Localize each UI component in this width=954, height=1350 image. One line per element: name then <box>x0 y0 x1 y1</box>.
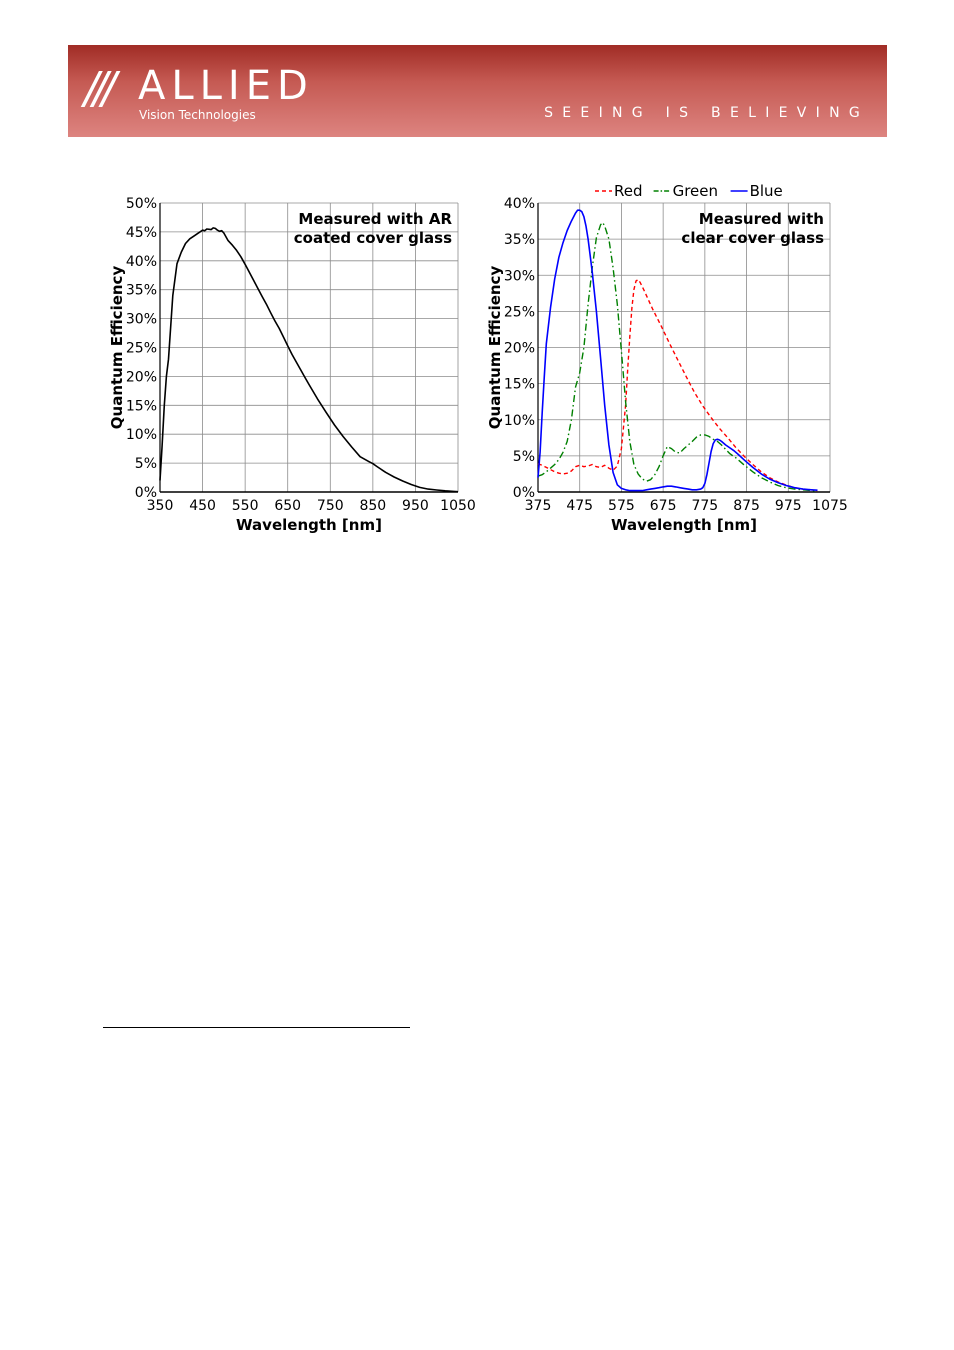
y-tick-label: 30% <box>126 312 157 328</box>
y-tick-label: 30% <box>504 268 535 284</box>
y-tick-label: 45% <box>126 225 157 241</box>
header-banner: /// ALLIED Vision Technologies SEEING IS… <box>68 45 887 137</box>
qe-chart-mono: 350 450 550 650 750 850 950 1050 0% 5% 10% 15% 20% 25… <box>108 196 476 534</box>
logo-slashes: /// <box>84 63 117 114</box>
y-axis-label: Quantum Efficiency <box>486 266 504 430</box>
x-tick-label: 475 <box>566 498 593 514</box>
y-tick-label: 35% <box>504 232 535 248</box>
logo-wordmark: ALLIED <box>138 63 314 109</box>
x-tick-label: 575 <box>608 498 635 514</box>
x-tick-label: 1050 <box>440 498 476 514</box>
legend-label-green: Green <box>673 182 718 200</box>
chart-annotation: coated cover glass <box>294 229 452 247</box>
x-tick-label: 950 <box>402 498 429 514</box>
y-tick-label: 10% <box>126 427 157 443</box>
x-axis-label: Wavelength [nm] <box>236 516 382 534</box>
legend-label-blue: Blue <box>750 182 783 200</box>
y-tick-label: 20% <box>504 341 535 357</box>
y-tick-label: 0% <box>513 485 535 501</box>
x-tick-label: 550 <box>232 498 259 514</box>
y-tick-label: 40% <box>126 254 157 270</box>
y-tick-label: 25% <box>504 304 535 320</box>
logo-subtitle: Vision Technologies <box>139 108 256 122</box>
x-tick-label: 750 <box>317 498 344 514</box>
chart-annotation: Measured with <box>699 210 824 228</box>
x-axis-label: Wavelength [nm] <box>611 516 757 534</box>
y-tick-label: 35% <box>126 283 157 299</box>
x-tick-label: 350 <box>147 498 174 514</box>
x-tick-label: 875 <box>733 498 760 514</box>
series-line-blue <box>537 209 818 492</box>
qe-chart-color: 375 475 575 675 775 875 975 1075 0% 5% 10% 15% 20% 25… <box>486 182 848 534</box>
x-tick-label: 975 <box>775 498 802 514</box>
y-tick-label: 50% <box>126 196 157 212</box>
y-tick-label: 15% <box>504 377 535 393</box>
series-line-red <box>537 278 818 492</box>
x-tick-label: 450 <box>189 498 216 514</box>
y-tick-label: 20% <box>126 369 157 385</box>
y-tick-label: 10% <box>504 413 535 429</box>
footnote-rule <box>103 1027 410 1028</box>
chart-annotation: clear cover glass <box>681 229 824 247</box>
legend-label-red: Red <box>614 182 643 200</box>
y-tick-label: 40% <box>504 196 535 212</box>
y-axis-label: Quantum Efficiency <box>108 266 126 430</box>
x-tick-label: 775 <box>691 498 718 514</box>
y-tick-label: 15% <box>126 398 157 414</box>
x-tick-label: 375 <box>525 498 552 514</box>
tagline: SEEING IS BELIEVING <box>544 105 869 121</box>
series-line-qe <box>159 227 459 493</box>
y-tick-label: 0% <box>135 485 157 501</box>
chart-annotation: Measured with AR <box>298 210 452 228</box>
x-tick-label: 1075 <box>812 498 848 514</box>
x-tick-label: 650 <box>274 498 301 514</box>
x-tick-label: 850 <box>359 498 386 514</box>
y-tick-label: 25% <box>126 341 157 357</box>
y-tick-label: 5% <box>135 456 157 472</box>
y-tick-label: 5% <box>513 449 535 465</box>
series-line-green <box>537 221 818 492</box>
x-tick-label: 675 <box>650 498 677 514</box>
